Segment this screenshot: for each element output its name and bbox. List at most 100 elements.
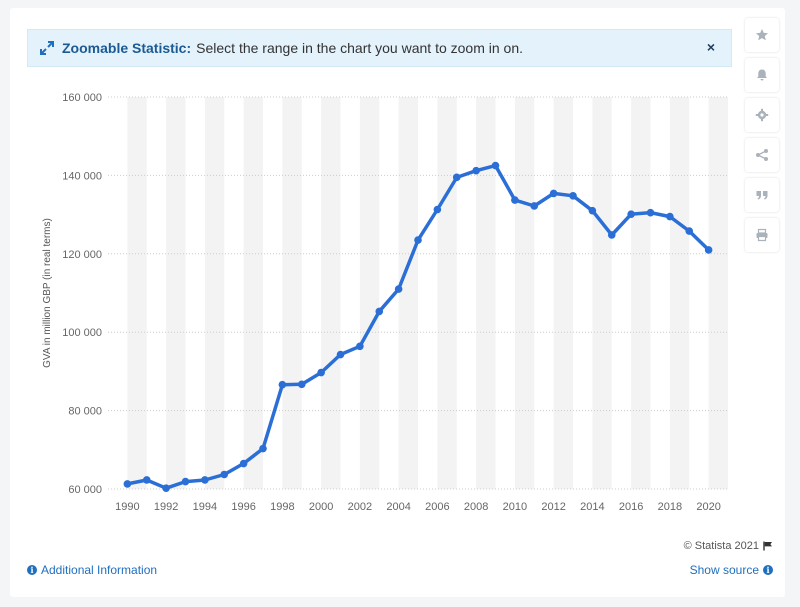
data-point[interactable]: [685, 227, 694, 235]
x-tick-label: 2004: [386, 501, 410, 513]
year-band: [592, 97, 612, 489]
additional-information-label: Additional Information: [41, 563, 158, 577]
y-tick-label: 120 000: [62, 249, 102, 261]
year-band: [243, 97, 263, 489]
data-point[interactable]: [646, 208, 655, 217]
cite-button[interactable]: [745, 178, 779, 212]
x-tick-label: 1996: [231, 501, 255, 513]
data-point[interactable]: [142, 476, 151, 484]
data-point[interactable]: [239, 459, 248, 468]
show-source-link[interactable]: Show source i: [690, 563, 773, 577]
data-point[interactable]: [278, 380, 287, 389]
copyright-text: © Statista 2021: [683, 540, 759, 552]
favorite-button[interactable]: [745, 18, 779, 52]
close-banner-button[interactable]: ×: [706, 39, 715, 55]
printer-icon: [756, 228, 768, 242]
data-point[interactable]: [394, 285, 403, 293]
data-point[interactable]: [607, 231, 616, 239]
data-point[interactable]: [472, 166, 480, 175]
banner-message: Select the range in the chart you want t…: [196, 40, 524, 56]
year-band: [359, 97, 380, 489]
data-point[interactable]: [297, 380, 306, 389]
year-band: [631, 97, 651, 489]
data-point[interactable]: [588, 206, 597, 215]
data-point[interactable]: [123, 480, 132, 488]
data-point[interactable]: [259, 444, 267, 453]
year-band: [553, 97, 573, 489]
x-tick-label: 2014: [580, 501, 604, 513]
quote-icon: [756, 191, 768, 200]
x-tick-label: 2020: [696, 501, 720, 513]
data-point[interactable]: [336, 350, 345, 359]
data-point[interactable]: [491, 161, 500, 170]
print-button[interactable]: [745, 218, 779, 252]
year-band: [398, 97, 418, 489]
year-band: [514, 97, 535, 489]
data-point[interactable]: [201, 476, 209, 484]
y-tick-label: 80 000: [68, 406, 102, 418]
data-point[interactable]: [530, 202, 539, 210]
data-point[interactable]: [414, 236, 422, 244]
x-tick-label: 2008: [464, 501, 488, 513]
data-point[interactable]: [433, 205, 442, 214]
chart-bands: [127, 97, 728, 489]
x-tick-label: 2006: [425, 501, 449, 513]
year-band: [282, 97, 302, 489]
x-tick-label: 1998: [270, 501, 294, 513]
data-point[interactable]: [704, 246, 713, 254]
notification-button[interactable]: [745, 58, 779, 92]
copyright-notice: © Statista 2021: [684, 540, 773, 552]
year-band: [476, 97, 496, 489]
share-icon: [756, 149, 768, 161]
info-icon: i: [763, 565, 773, 575]
x-tick-label: 2016: [619, 501, 643, 513]
year-band: [204, 97, 225, 489]
data-point[interactable]: [162, 484, 170, 493]
year-band: [127, 97, 147, 489]
y-tick-label: 60 000: [68, 484, 102, 496]
y-axis-title: GVA in million GBP (in real terms): [42, 218, 53, 368]
star-icon: [756, 29, 768, 41]
data-point[interactable]: [375, 307, 384, 316]
gear-icon: [755, 108, 769, 122]
banner-title: Zoomable Statistic:: [62, 40, 192, 56]
toolbar-sidebar: [745, 18, 779, 258]
x-tick-label: 2002: [348, 501, 372, 513]
data-point[interactable]: [511, 196, 519, 204]
data-point[interactable]: [220, 470, 229, 479]
y-tick-label: 140 000: [62, 170, 102, 182]
data-point[interactable]: [317, 368, 325, 377]
data-point[interactable]: [549, 189, 558, 198]
year-band: [669, 97, 690, 489]
chart-gridlines: [108, 96, 728, 490]
data-point[interactable]: [569, 191, 577, 200]
year-band: [437, 97, 457, 489]
bell-icon: [757, 69, 767, 81]
data-point[interactable]: [627, 210, 635, 219]
x-tick-label: 2000: [309, 501, 333, 513]
info-icon: i: [27, 565, 37, 575]
year-band: [708, 97, 728, 489]
settings-button[interactable]: [745, 98, 779, 132]
year-band: [321, 97, 341, 489]
expand-arrows-icon: [40, 41, 54, 55]
x-tick-label: 2012: [541, 501, 565, 513]
y-tick-label: 100 000: [62, 327, 102, 339]
x-axis-tick-labels: 1990 1992 1994 1996 1998 2000 2002 2004 2006 2008…: [115, 501, 721, 513]
data-point[interactable]: [181, 477, 190, 486]
series-point-group: [123, 161, 713, 493]
y-axis-tick-labels: 60 000 80 000 100 000 120 000 140 000 160 000: [62, 92, 102, 496]
additional-information-link[interactable]: i Additional Information: [27, 563, 157, 577]
flag-icon[interactable]: [763, 541, 773, 551]
x-tick-label: 1990: [115, 501, 139, 513]
data-point[interactable]: [356, 342, 364, 351]
x-tick-label: 1994: [193, 501, 217, 513]
year-band: [166, 97, 186, 489]
data-point[interactable]: [452, 173, 461, 182]
share-button[interactable]: [745, 138, 779, 172]
zoom-banner: Zoomable Statistic: Select the range in …: [27, 29, 732, 67]
y-tick-label: 160 000: [62, 92, 102, 104]
show-source-label: Show source: [689, 563, 759, 577]
data-point[interactable]: [666, 212, 674, 221]
